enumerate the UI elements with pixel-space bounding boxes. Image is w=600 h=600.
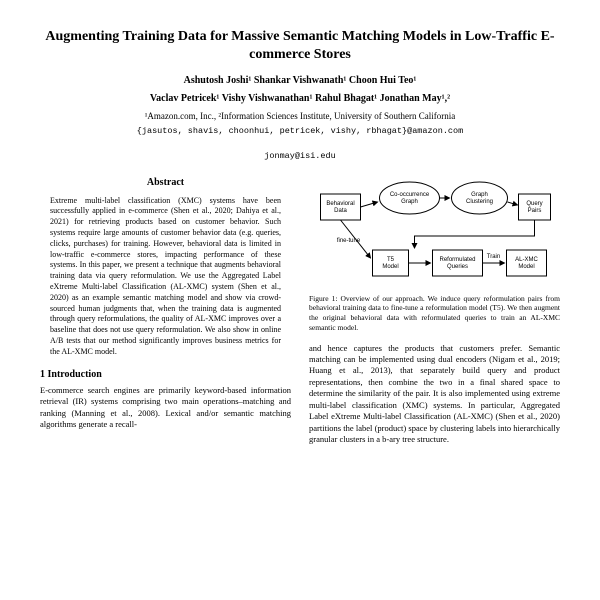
node-t5-model [373, 250, 409, 276]
node-alxmc-model [507, 250, 547, 276]
figure-1-caption: Figure 1: Overview of our approach. We i… [309, 294, 560, 333]
edge-finetune [415, 220, 535, 248]
node-query-pairs-label: QueryPairs [526, 201, 542, 214]
node-reformulated-queries [433, 250, 483, 276]
abstract-body: Extreme multi-label classification (XMC)… [40, 196, 291, 358]
node-behavioral-data [321, 194, 361, 220]
emails-line-2: jonmay@isi.edu [40, 151, 560, 162]
left-column: Abstract Extreme multi-label classificat… [40, 176, 291, 446]
figure-1-diagram: BehavioralData Co-occurrenceGraph GraphC… [309, 176, 560, 286]
abstract-heading: Abstract [40, 176, 291, 190]
node-cooccurrence-graph [380, 182, 440, 214]
section-1-heading: 1 Introduction [40, 368, 291, 382]
section-1-body: E-commerce search engines are primarily … [40, 385, 291, 431]
emails-line-1: {jasutos, shavis, choonhui, petricek, vi… [40, 126, 560, 137]
affiliations: ¹Amazon.com, Inc., ²Information Sciences… [40, 110, 560, 123]
node-query-pairs [519, 194, 551, 220]
figure-1: BehavioralData Co-occurrenceGraph GraphC… [309, 176, 560, 332]
edge-3 [508, 202, 518, 205]
node-graph-clustering [452, 182, 508, 214]
authors-line-2: Vaclav Petricek¹ Vishy Vishwanathan¹ Rah… [40, 92, 560, 106]
paper-title: Augmenting Training Data for Massive Sem… [40, 28, 560, 64]
authors-line-1: Ashutosh Joshi¹ Shankar Vishwanath¹ Choo… [40, 74, 560, 88]
edge-1 [361, 202, 378, 207]
right-column: BehavioralData Co-occurrenceGraph GraphC… [309, 176, 560, 446]
right-column-body: and hence captures the products that cus… [309, 343, 560, 446]
label-train: Train [487, 254, 500, 260]
